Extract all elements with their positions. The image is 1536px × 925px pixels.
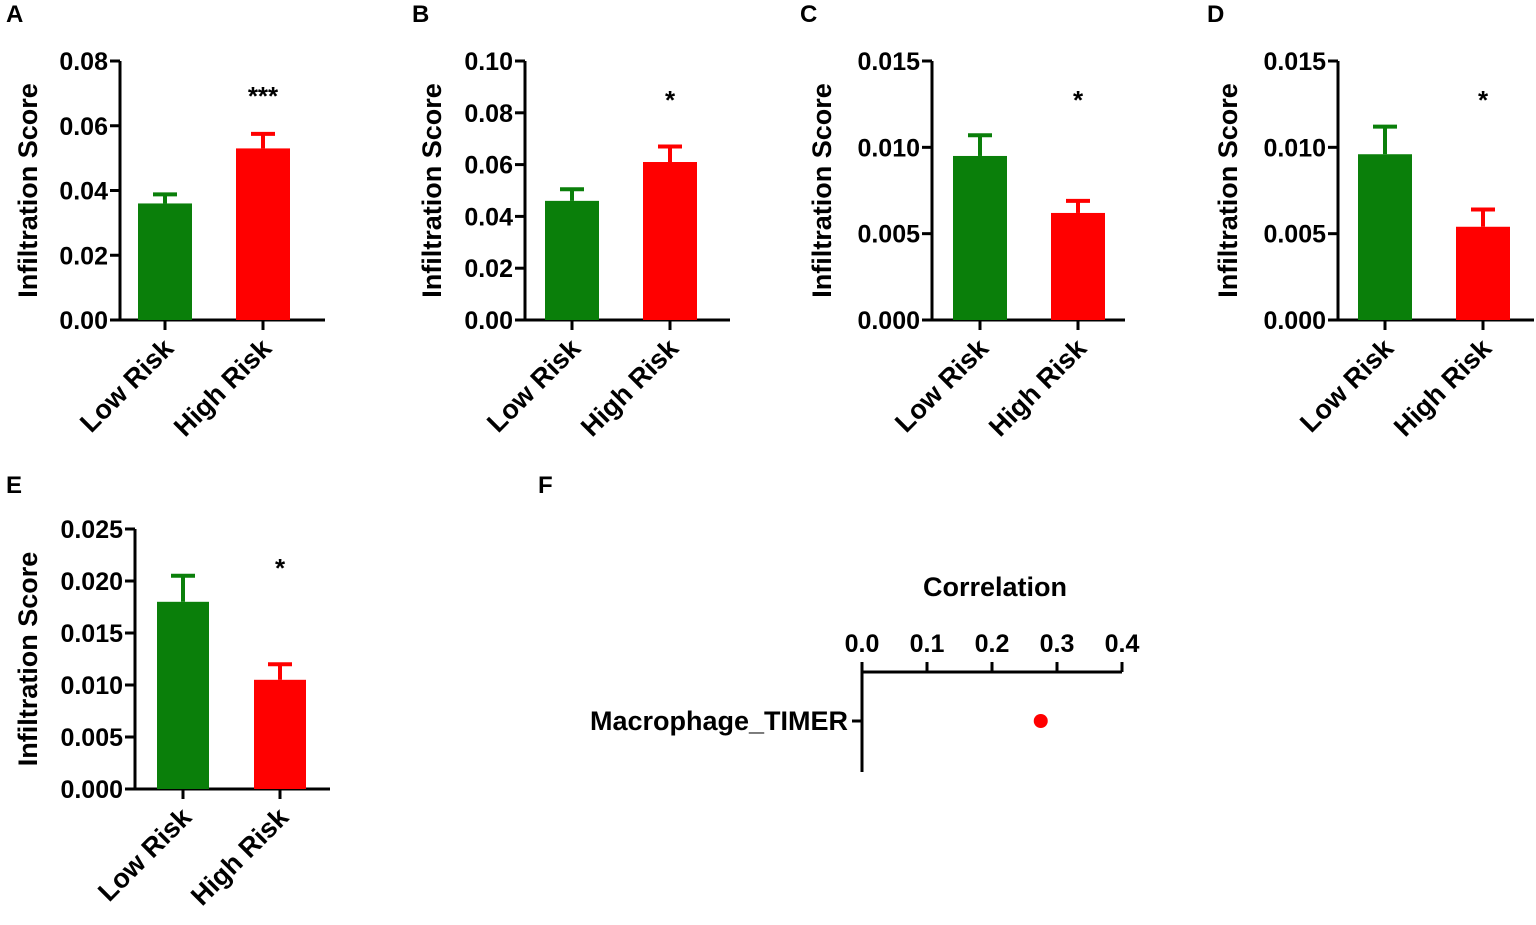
x-label-low-risk: Low Risk xyxy=(481,332,587,438)
panel-c: C 0.000 0.005 0.010 0.015 Infiltration Score L… xyxy=(800,1,1125,442)
panel-letter: D xyxy=(1207,1,1224,28)
panel-letter: A xyxy=(6,1,23,28)
correlation-point xyxy=(1033,714,1048,728)
y-axis-title: Infiltration Score xyxy=(13,83,43,298)
y-tick-label: 0.02 xyxy=(59,242,108,270)
panel-b: B 0.00 0.02 0.04 0.06 0.08 0.10 Infiltration Sc… xyxy=(412,1,730,442)
y-tick-label: 0.015 xyxy=(1263,48,1326,76)
panel-letter: C xyxy=(800,1,817,28)
x-tick-label: 0.1 xyxy=(910,630,945,658)
bar-high-risk xyxy=(254,679,306,789)
bar-low-risk xyxy=(1358,154,1412,320)
panel-f: F Correlation 0.0 0.1 0.2 0.3 0.4 Macrophage_TI… xyxy=(538,472,1139,772)
significance-marker: * xyxy=(1073,85,1084,115)
correlation-title: Correlation xyxy=(923,572,1067,602)
y-tick-label: 0.00 xyxy=(59,307,108,335)
bar-low-risk xyxy=(157,601,209,789)
panel-letter: E xyxy=(6,472,22,499)
y-tick-label: 0.005 xyxy=(60,724,123,752)
y-tick-label: 0.08 xyxy=(464,100,513,128)
bar-high-risk xyxy=(1456,226,1510,320)
y-tick-label: 0.06 xyxy=(464,152,513,180)
bar-high-risk xyxy=(1051,212,1105,320)
y-tick-label: 0.005 xyxy=(857,221,920,249)
x-tick-label: 0.0 xyxy=(845,630,880,658)
y-axis-title: Infiltration Score xyxy=(1213,83,1243,298)
y-axis-title: Infiltration Score xyxy=(807,83,837,298)
y-tick-label: 0.04 xyxy=(59,178,108,206)
x-label-high-risk: High Risk xyxy=(575,332,685,442)
x-label-low-risk: Low Risk xyxy=(74,332,180,438)
y-tick-label: 0.020 xyxy=(60,568,123,596)
x-label-high-risk: High Risk xyxy=(168,332,278,442)
y-tick-label: 0.08 xyxy=(59,48,108,76)
y-tick-label: 0.010 xyxy=(857,134,920,162)
panel-letter: F xyxy=(538,472,553,499)
y-axis-title: Infiltration Score xyxy=(13,552,43,767)
y-tick-label: 0.04 xyxy=(464,203,513,231)
x-label-high-risk: High Risk xyxy=(185,801,295,911)
x-tick-label: 0.2 xyxy=(975,630,1010,658)
x-label-high-risk: High Risk xyxy=(1388,332,1498,442)
panel-e: E 0.000 0.005 0.010 0.015 0.020 0.025 Infiltrat… xyxy=(6,472,330,911)
y-tick-label: 0.000 xyxy=(1263,307,1326,335)
x-label-high-risk: High Risk xyxy=(983,332,1093,442)
y-tick-label: 0.015 xyxy=(60,620,123,648)
y-tick-label: 0.000 xyxy=(60,776,123,804)
bar-high-risk xyxy=(643,162,697,320)
bar-low-risk xyxy=(138,203,192,320)
row-label-macrophage-timer: Macrophage_TIMER xyxy=(590,706,848,736)
bar-high-risk xyxy=(236,148,290,320)
significance-marker: * xyxy=(1478,85,1489,115)
y-tick-label: 0.005 xyxy=(1263,221,1326,249)
significance-marker: *** xyxy=(248,81,279,111)
y-tick-label: 0.025 xyxy=(60,516,123,544)
x-tick-label: 0.4 xyxy=(1105,630,1140,658)
y-tick-label: 0.000 xyxy=(857,307,920,335)
bar-low-risk xyxy=(953,155,1007,320)
panel-d: D 0.000 0.005 0.010 0.015 Infiltration Score L… xyxy=(1207,1,1534,442)
y-tick-label: 0.06 xyxy=(59,113,108,141)
y-tick-label: 0.010 xyxy=(1263,134,1326,162)
x-label-low-risk: Low Risk xyxy=(92,801,198,907)
panel-letter: B xyxy=(412,1,429,28)
bar-low-risk xyxy=(545,200,599,320)
y-tick-label: 0.00 xyxy=(464,307,513,335)
y-tick-label: 0.10 xyxy=(464,48,513,76)
x-tick-label: 0.3 xyxy=(1040,630,1075,658)
x-label-low-risk: Low Risk xyxy=(889,332,995,438)
y-tick-label: 0.02 xyxy=(464,255,513,283)
y-tick-label: 0.010 xyxy=(60,672,123,700)
y-axis-title: Infiltration Score xyxy=(417,83,447,298)
y-tick-label: 0.015 xyxy=(857,48,920,76)
x-label-low-risk: Low Risk xyxy=(1294,332,1400,438)
significance-marker: * xyxy=(665,85,676,115)
significance-marker: * xyxy=(275,553,286,583)
panel-a: A 0.00 0.02 0.04 0.06 0.08 Infiltration Score L… xyxy=(6,1,325,442)
